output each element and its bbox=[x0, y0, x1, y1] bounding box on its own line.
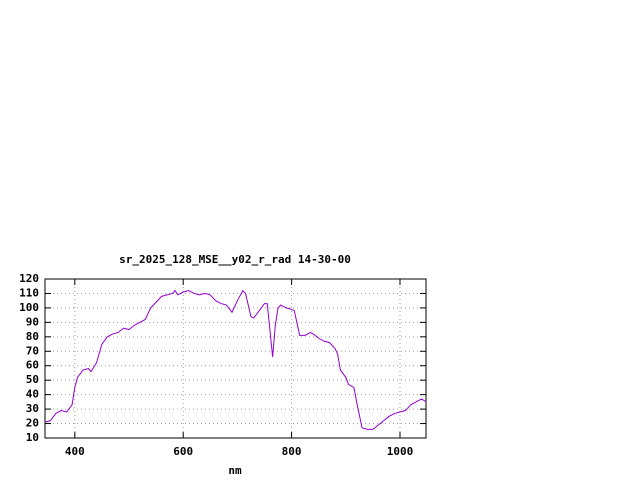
x-tick-label: 600 bbox=[173, 445, 193, 458]
y-tick-label: 70 bbox=[26, 344, 39, 357]
x-tick-label: 800 bbox=[282, 445, 302, 458]
y-tick-label: 60 bbox=[26, 359, 39, 372]
y-tick-label: 80 bbox=[26, 330, 39, 343]
y-tick-label: 90 bbox=[26, 315, 39, 328]
chart-title: sr_2025_128_MSE__y02_r_rad 14-30-00 bbox=[119, 253, 351, 266]
y-tick-label: 10 bbox=[26, 431, 39, 444]
x-tick-label: 400 bbox=[65, 445, 85, 458]
y-tick-label: 110 bbox=[19, 286, 39, 299]
y-tick-label: 30 bbox=[26, 402, 39, 415]
y-tick-label: 100 bbox=[19, 301, 39, 314]
y-tick-label: 50 bbox=[26, 373, 39, 386]
y-tick-label: 120 bbox=[19, 272, 39, 285]
x-tick-label: 1000 bbox=[387, 445, 414, 458]
data-line bbox=[44, 289, 427, 430]
plot-border bbox=[44, 278, 427, 439]
y-tick-label: 20 bbox=[26, 417, 39, 430]
x-axis-label: nm bbox=[228, 464, 242, 477]
y-tick-label: 40 bbox=[26, 388, 39, 401]
